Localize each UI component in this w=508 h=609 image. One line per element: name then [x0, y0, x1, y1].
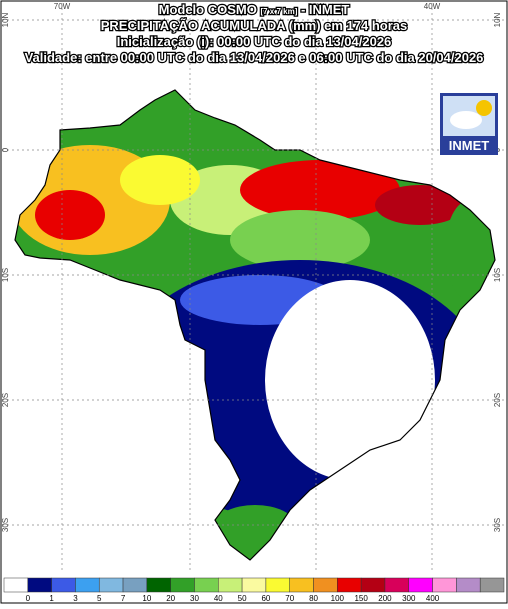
legend-label: 50: [238, 594, 247, 603]
legend-label: 70: [285, 594, 294, 603]
legend-swatch: [289, 577, 314, 593]
legend-label: 60: [261, 594, 270, 603]
legend-swatch: [27, 577, 52, 593]
legend-swatch: [170, 577, 195, 593]
legend-swatch: [337, 577, 362, 593]
lat-label: 0: [1, 147, 10, 152]
legend-swatch: [218, 577, 243, 593]
inmet-logo: INMET: [440, 93, 498, 155]
model-line: Modelo COSMO [7 x 7 km] - INMET: [159, 2, 350, 17]
legend-label: 1: [49, 594, 54, 603]
graticule: [2, 8, 506, 570]
lat-label: 20S: [493, 393, 502, 407]
legend-label: 300: [402, 594, 416, 603]
legend-swatch: [194, 577, 219, 593]
legend-label: 80: [309, 594, 318, 603]
validity-line: Validade: entre 00:00 UTC do dia 13/04/2…: [25, 50, 484, 65]
legend-label: 400: [426, 594, 440, 603]
legend-swatch: [479, 577, 505, 593]
legend-swatch: [51, 577, 76, 593]
legend-swatch: [122, 577, 148, 593]
legend-label: 10: [142, 594, 151, 603]
legend-label: 20: [166, 594, 175, 603]
legend-label: 100: [331, 594, 345, 603]
legend-label: 3: [73, 594, 78, 603]
lon-label: 70W: [54, 2, 71, 11]
legend-swatch: [408, 577, 433, 593]
legend-label: 7: [121, 594, 126, 603]
lat-label: 10N: [493, 12, 502, 27]
legend-label: 150: [354, 594, 368, 603]
legend-swatch: [313, 577, 338, 593]
lat-label: 20S: [1, 393, 10, 407]
legend-swatch: [456, 577, 481, 593]
legend-swatch: [241, 577, 267, 593]
legend-swatch: [3, 577, 29, 593]
legend-swatch: [98, 577, 124, 593]
legend-swatch: [384, 577, 410, 593]
lat-label: 10S: [493, 268, 502, 282]
lat-label: 30S: [493, 518, 502, 532]
lat-label: 30S: [1, 518, 10, 532]
legend-swatch: [432, 577, 457, 593]
legend-swatch: [360, 577, 386, 593]
legend-label: 40: [214, 594, 223, 603]
legend-swatch: [75, 577, 100, 593]
lat-label: 10S: [1, 268, 10, 282]
lon-label: 40W: [424, 2, 441, 11]
legend-swatch: [265, 577, 290, 593]
lon-label: 50W: [308, 2, 325, 11]
legend-label: 30: [190, 594, 199, 603]
init-line: Inicialização (i): 00:00 UTC do dia 13/0…: [117, 34, 392, 49]
legend-label: 5: [97, 594, 102, 603]
country-border: [14, 89, 496, 561]
legend-label: 0: [26, 594, 31, 603]
lat-label: 10N: [1, 12, 10, 27]
title: PRECIPITAÇÃO ACUMULADA (mm) em 174 horas: [101, 18, 408, 33]
legend-label: 200: [378, 594, 392, 603]
logo-text: INMET: [449, 138, 490, 153]
legend-swatch: [146, 577, 171, 593]
